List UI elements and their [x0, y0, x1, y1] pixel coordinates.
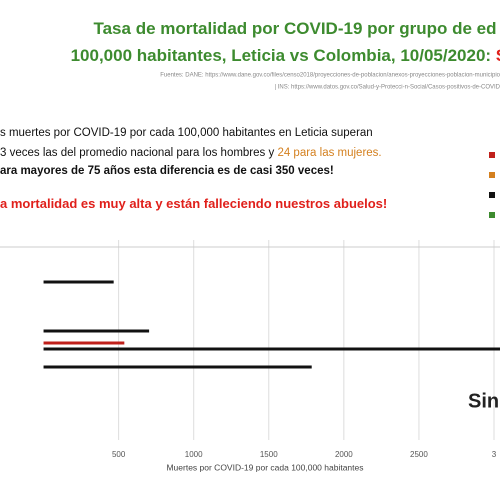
- x-tick-label: 500: [112, 450, 126, 459]
- legend-marker: [489, 172, 495, 178]
- title-part: Tasa de mortalidad por COVID-19 por grup…: [93, 19, 496, 38]
- x-tick-label: 3: [492, 450, 497, 459]
- bar: [43, 347, 500, 351]
- annotation-part: a mortalidad es muy alta y están falleci…: [0, 196, 387, 211]
- legend-marker: [489, 152, 495, 158]
- annotation: 3 veces las del promedio nacional para l…: [0, 147, 382, 159]
- bar: [43, 341, 125, 345]
- logo: Sin: [468, 390, 499, 412]
- x-axis-label: Muertes por COVID-19 por cada 100,000 ha…: [166, 462, 363, 472]
- title-part: SU: [496, 46, 500, 65]
- annotation: s muertes por COVID-19 por cada 100,000 …: [0, 127, 373, 139]
- bar: [43, 280, 114, 284]
- annotation: ara mayores de 75 años esta diferencia e…: [0, 165, 334, 177]
- chart-title: 100,000 habitantes, Leticia vs Colombia,…: [71, 46, 500, 65]
- source: | INS: https://www.datos.gov.co/Salud-y-…: [274, 85, 500, 91]
- bar: [43, 329, 150, 333]
- annotation-part: s muertes por COVID-19 por cada 100,000 …: [0, 127, 373, 139]
- legend-markers: [489, 152, 495, 218]
- x-tick-label: 1000: [185, 450, 203, 459]
- annotation: a mortalidad es muy alta y están falleci…: [0, 196, 387, 211]
- x-tick-label: 2500: [410, 450, 428, 459]
- chart-title: Tasa de mortalidad por COVID-19 por grup…: [93, 19, 496, 38]
- bar: [43, 365, 312, 369]
- x-tick-label: 1500: [260, 450, 278, 459]
- annotation-part: ara mayores de 75 años esta diferencia e…: [0, 165, 334, 177]
- x-tick-label: 2000: [335, 450, 353, 459]
- annotation-part: 24 para las mujeres.: [277, 147, 381, 159]
- legend-marker: [489, 192, 495, 198]
- title-part: 100,000 habitantes, Leticia vs Colombia,…: [71, 46, 496, 65]
- annotation-part: 3 veces las del promedio nacional para l…: [0, 147, 277, 159]
- legend-marker: [489, 212, 495, 218]
- source: Fuentes: DANE: https://www.dane.gov.co/f…: [160, 73, 500, 79]
